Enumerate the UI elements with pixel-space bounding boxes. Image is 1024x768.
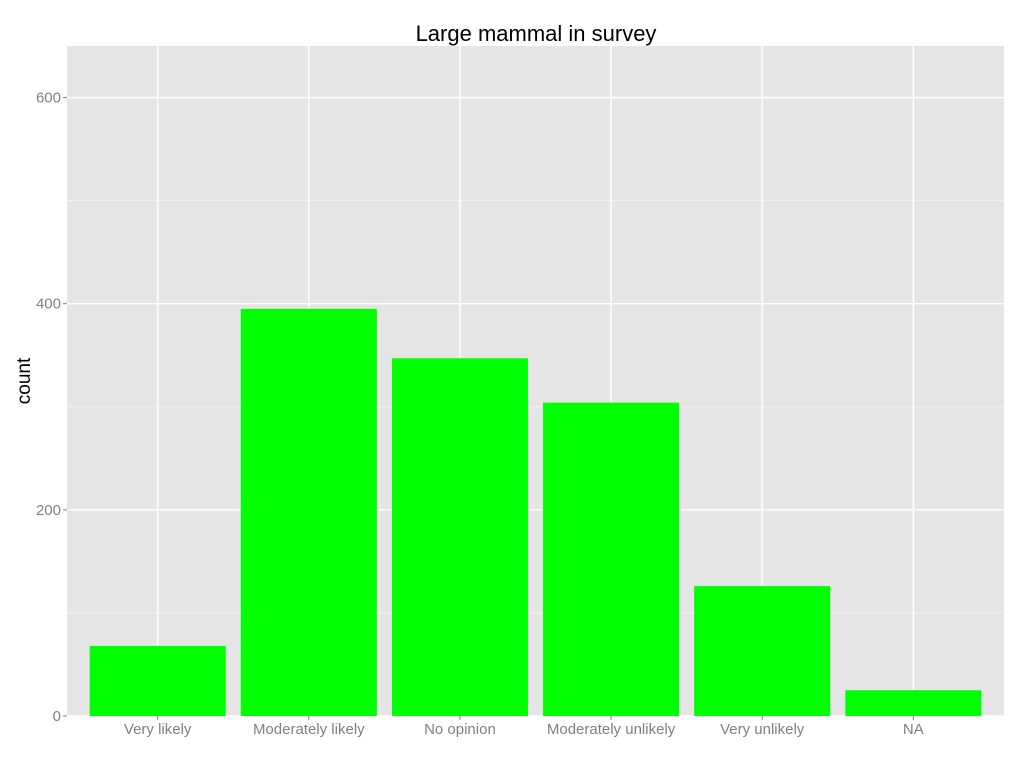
y-tick-label: 600 bbox=[36, 90, 61, 107]
bars bbox=[89, 308, 982, 716]
x-axis: Very likely Moderately likely No opinion Mo… bbox=[124, 716, 924, 738]
chart-title: Large mammal in survey bbox=[416, 21, 657, 46]
y-axis-label: count bbox=[14, 357, 35, 404]
plot-panel bbox=[67, 46, 1004, 716]
bar-2 bbox=[391, 358, 528, 716]
grid-lines bbox=[67, 46, 1004, 717]
y-tick-label: 0 bbox=[53, 708, 61, 725]
y-axis: 0 200 400 600 bbox=[36, 90, 67, 725]
x-tick-label: Very unlikely bbox=[720, 721, 805, 738]
x-tick-label: Very likely bbox=[124, 721, 192, 738]
y-tick-label: 200 bbox=[36, 502, 61, 519]
x-tick-label: NA bbox=[903, 721, 924, 738]
bar-0 bbox=[89, 645, 226, 716]
bar-3 bbox=[543, 402, 680, 716]
bar-4 bbox=[694, 586, 831, 716]
x-tick-label: Moderately unlikely bbox=[547, 721, 676, 738]
x-tick-label: No opinion bbox=[424, 721, 496, 738]
bar-5 bbox=[845, 690, 982, 716]
bar-1 bbox=[240, 308, 377, 716]
x-tick-label: Moderately likely bbox=[253, 721, 365, 738]
y-tick-label: 400 bbox=[36, 296, 61, 313]
